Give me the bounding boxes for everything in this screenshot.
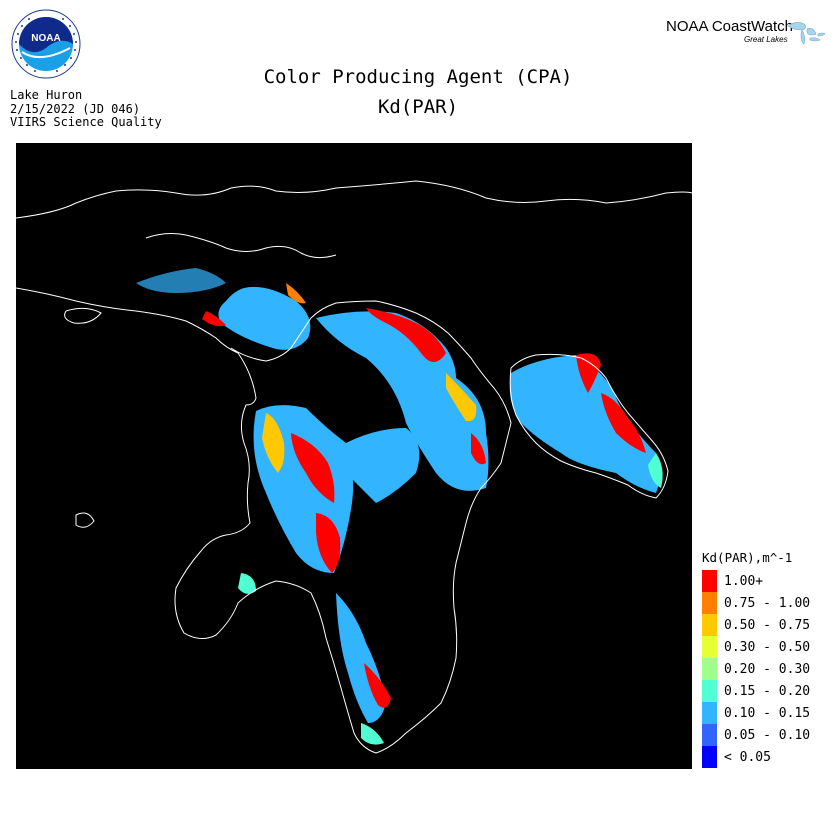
legend-swatch <box>702 570 717 592</box>
lake-huron-map <box>16 143 692 769</box>
legend-swatch <box>702 746 717 768</box>
legend-item: 0.20 - 0.30 <box>702 658 832 680</box>
coastlines <box>16 180 692 754</box>
product-parameter: Kd(PAR) <box>377 96 459 118</box>
legend-item: < 0.05 <box>702 746 832 768</box>
legend-swatch <box>702 724 717 746</box>
north-channel-area <box>136 268 311 350</box>
legend-item: 0.10 - 0.15 <box>702 702 832 724</box>
legend-item: 0.50 - 0.75 <box>702 614 832 636</box>
image-metadata: Lake Huron 2/15/2022 (JD 046) VIIRS Scie… <box>10 88 162 130</box>
legend-swatch <box>702 636 717 658</box>
great-lakes-icon <box>787 22 826 45</box>
product-title: Color Producing Agent (CPA) <box>263 66 573 88</box>
legend-label: 0.05 - 0.10 <box>724 727 811 743</box>
noaa-logo-text: NOAA <box>31 33 60 44</box>
noaa-logo: NOAA <box>11 9 81 79</box>
georgian-bay-area <box>509 353 663 493</box>
legend-item: 0.05 - 0.10 <box>702 724 832 746</box>
coastwatch-subtitle: Great Lakes <box>744 35 788 44</box>
sensor-name: VIIRS Science Quality <box>10 115 162 129</box>
legend-swatch <box>702 614 717 636</box>
legend-label: 0.20 - 0.30 <box>724 661 811 677</box>
legend-title: Kd(PAR),m^-1 <box>702 550 793 565</box>
legend-label: 1.00+ <box>724 573 764 589</box>
coastwatch-logo: NOAA CoastWatch Great Lakes <box>666 18 826 52</box>
region-name: Lake Huron <box>10 88 83 102</box>
legend-label: < 0.05 <box>724 749 771 765</box>
legend-swatch <box>702 658 717 680</box>
legend-label: 0.30 - 0.50 <box>724 639 811 655</box>
legend-label: 0.10 - 0.15 <box>724 705 811 721</box>
legend-item: 1.00+ <box>702 570 832 592</box>
legend-swatch <box>702 592 717 614</box>
image-date: 2/15/2022 (JD 046) <box>10 101 141 116</box>
legend-label: 0.15 - 0.20 <box>724 683 811 699</box>
legend-item: 0.75 - 1.00 <box>702 592 832 614</box>
main-lake-area <box>238 308 489 745</box>
legend-item: 0.30 - 0.50 <box>702 636 832 658</box>
legend-label: 0.50 - 0.75 <box>724 617 811 633</box>
legend-label: 0.75 - 1.00 <box>724 595 811 611</box>
legend-item: 0.15 - 0.20 <box>702 680 832 702</box>
legend-swatch <box>702 702 717 724</box>
color-legend: Kd(PAR),m^-1 1.00+ 0.75 - 1.00 0.50 - 0.75… <box>702 550 832 768</box>
legend-swatch <box>702 680 717 702</box>
coastwatch-title: NOAA CoastWatch <box>666 18 793 35</box>
